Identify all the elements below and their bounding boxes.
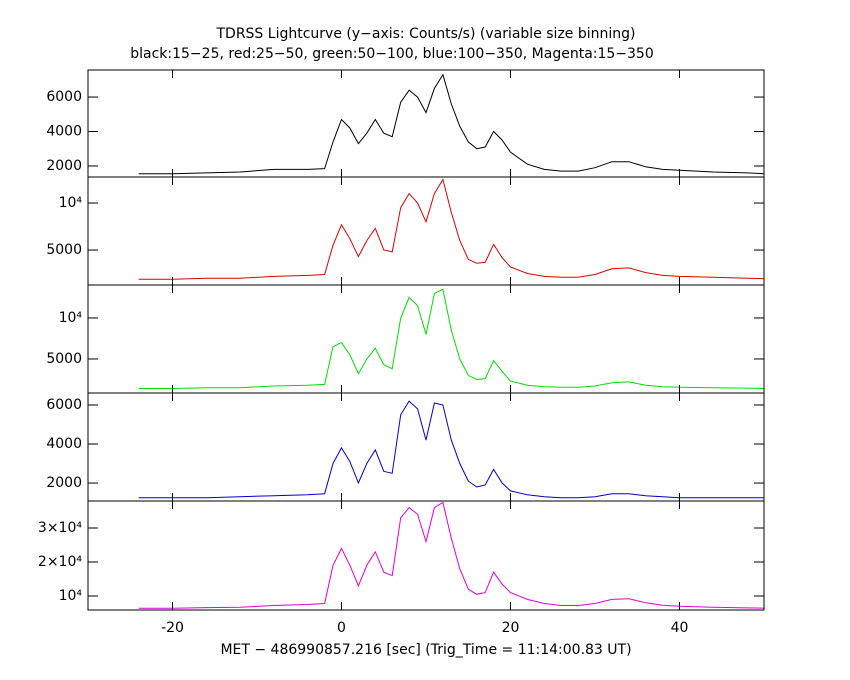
chart-title: TDRSS Lightcurve (y−axis: Counts/s) (var… [215,26,635,42]
x-tick-label: -20 [161,620,184,636]
y-tick-label: 2000 [46,475,82,491]
light-curve [138,73,765,175]
x-tick-label: 20 [502,620,520,636]
y-tick-label: 2000 [46,158,82,174]
light-curve [138,400,764,499]
y-tick-label: 6000 [46,89,82,105]
x-tick-label: 0 [337,620,346,636]
y-tick-label: 2×10⁴ [38,554,82,570]
y-tick-label: 3×10⁴ [38,520,82,536]
y-tick-label: 4000 [46,124,82,140]
x-axis-label: MET − 486990857.216 [sec] (Trig_Time = 1… [220,642,631,658]
y-tick-label: 6000 [46,397,82,413]
chart-subtitle: black:15−25, red:25−50, green:50−100, bl… [130,46,654,62]
x-tick-label: 40 [671,620,689,636]
y-tick-label: 10⁴ [59,588,83,604]
y-tick-label: 5000 [46,351,82,367]
light-curve [138,288,765,389]
light-curve [138,501,765,609]
y-tick-label: 4000 [46,436,82,452]
panel-frame [87,500,765,611]
y-tick-label: 10⁴ [59,195,83,211]
light-curve [138,178,765,280]
y-tick-label: 5000 [46,242,82,258]
y-tick-label: 10⁴ [59,310,83,326]
